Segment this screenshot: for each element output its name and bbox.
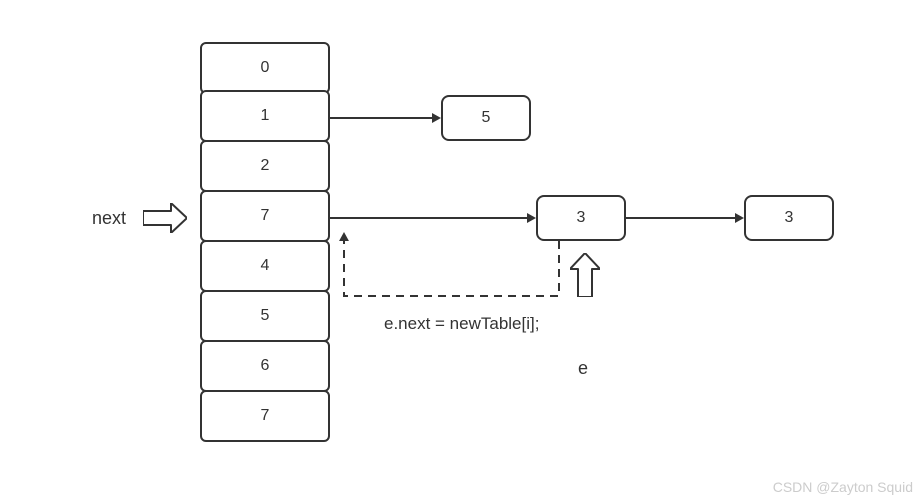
array-cell-label: 7: [261, 407, 270, 425]
array-cell-1: 1: [200, 90, 330, 142]
connector-c2: [330, 213, 536, 223]
array-cell-label: 5: [261, 307, 270, 325]
connector-c1: [330, 113, 441, 123]
array-cell-0: 0: [200, 42, 330, 94]
node-label: 3: [577, 209, 586, 227]
next-label: next: [92, 208, 126, 229]
array-cell-6: 6: [200, 340, 330, 392]
node-n3: 3: [744, 195, 834, 241]
array-cell-7: 7: [200, 390, 330, 442]
array-cell-3: 7: [200, 190, 330, 242]
node-label: 5: [482, 109, 491, 127]
node-label: 3: [785, 209, 794, 227]
array-cell-label: 1: [261, 107, 270, 125]
array-cell-2: 2: [200, 140, 330, 192]
array-cell-label: 2: [261, 157, 270, 175]
array-cell-4: 4: [200, 240, 330, 292]
next-arrow: [143, 203, 187, 233]
node-n2: 3: [536, 195, 626, 241]
array-cell-label: 4: [261, 257, 270, 275]
enext-label: e.next = newTable[i];: [384, 314, 539, 334]
watermark: CSDN @Zayton Squid: [773, 479, 913, 495]
connector-c3: [626, 213, 744, 223]
array-cell-label: 6: [261, 357, 270, 375]
array-cell-label: 7: [261, 207, 270, 225]
connector-c4: [339, 232, 559, 296]
e-label: e: [578, 358, 588, 379]
connectors-layer: [0, 0, 921, 501]
array-cell-5: 5: [200, 290, 330, 342]
e-arrow: [570, 253, 600, 297]
array-cell-label: 0: [261, 59, 270, 77]
node-n1: 5: [441, 95, 531, 141]
